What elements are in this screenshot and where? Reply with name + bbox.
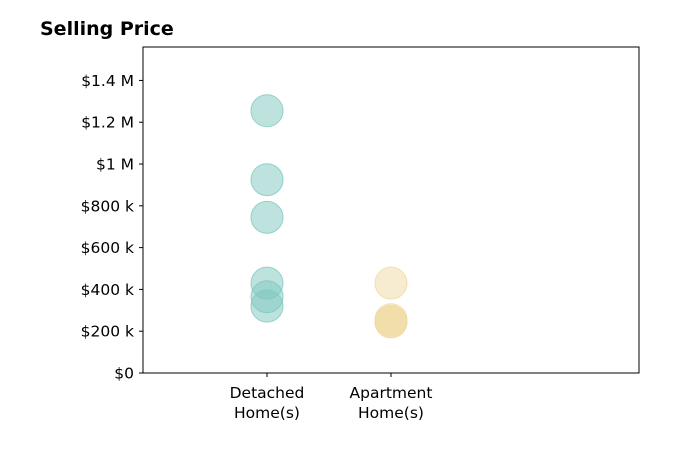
y-tick-label: $600 k [81,239,134,257]
y-tick-label: $800 k [81,197,134,215]
chart-title: Selling Price [40,18,174,40]
x-tick-label: Home(s) [358,404,424,422]
y-tick-label: $1 M [96,156,134,174]
data-point [250,163,284,197]
plot-area: $0 $200 k $400 k $600 k $800 k $1 M $1.2 M $1.4… [81,46,640,422]
data-point [374,305,408,339]
y-tick-label: $0 [114,365,134,383]
data-point [250,289,284,323]
y-tick-label: $200 k [81,323,134,341]
data-point [250,94,284,128]
data-point [374,266,408,300]
x-tick-label: Home(s) [234,404,300,422]
y-tick-label: $1.2 M [81,114,134,132]
y-tick-label: $1.4 M [81,72,134,90]
y-tick-label: $400 k [81,281,134,299]
x-tick-label: Apartment [350,384,433,402]
x-tick-label: Detached [230,384,305,402]
data-point [250,200,284,234]
